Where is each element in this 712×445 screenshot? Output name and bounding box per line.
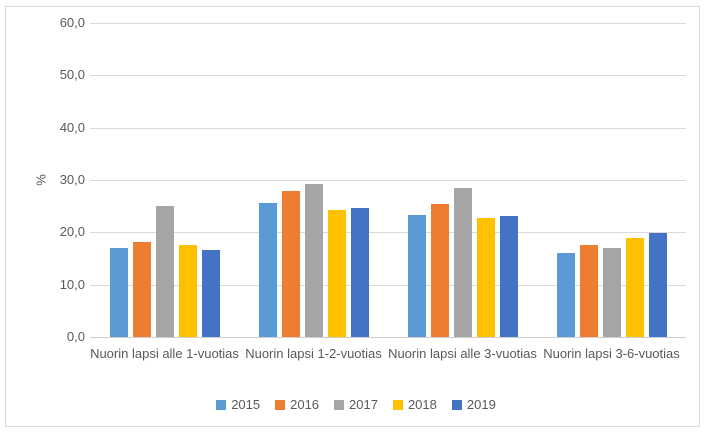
bar-group-2 [239,23,388,337]
gridline-50 [90,75,686,77]
bar-2016 [430,203,449,337]
bar-group-1 [90,23,239,337]
legend-swatch-icon [216,399,227,410]
bar-2019 [201,249,220,337]
y-tick-label: 10,0 [59,276,85,292]
bar-2015 [556,253,575,337]
y-tick-label: 0,0 [66,329,85,344]
legend-label: 2015 [231,397,261,412]
legend-item-2018: 2018 [392,397,437,412]
bar-2017 [453,188,472,337]
bar-2015 [258,203,277,337]
x-axis-label: Nuorin lapsi 1-2-vuotias [245,346,382,361]
gridline-30 [90,180,686,181]
legend: 2015 2016 2017 2018 2019 [0,397,712,412]
legend-item-2016: 2016 [275,397,319,412]
y-tick-label: 50,0 [59,67,85,83]
gridline-40 [90,127,686,129]
y-tick-label: 20,0 [59,224,85,240]
legend-item-2017: 2017 [334,397,378,412]
bar-2015 [407,214,426,337]
x-axis-label: Nuorin lapsi alle 1-vuotias [90,346,239,361]
legend-label: 2018 [407,397,437,412]
bar-2017 [155,205,174,337]
bar-2018 [625,237,644,337]
bar-group-3 [388,23,537,337]
gridline-20 [90,232,686,234]
bar-2018 [327,209,346,337]
gridline-60 [90,23,686,24]
y-tick-label: 30,0 [59,172,85,187]
y-tick-label: 40,0 [59,119,85,135]
bar-2018 [476,217,495,337]
bar-2019 [499,216,518,337]
legend-label: 2017 [349,397,378,412]
legend-label: 2016 [290,397,320,412]
legend-label: 2019 [466,397,496,412]
legend-item-2015: 2015 [216,397,260,412]
bar-2018 [178,244,197,337]
legend-item-2019: 2019 [451,397,496,412]
bar-2019 [648,232,667,337]
bar-2016 [281,191,300,337]
legend-swatch-icon [275,399,286,410]
bar-2015 [109,247,128,337]
bar-2016 [132,242,151,337]
bar-group-4 [537,23,686,337]
plot-area [90,23,686,337]
legend-swatch-icon [334,399,345,410]
bar-2017 [304,183,323,337]
legend-swatch-icon [392,399,403,410]
x-axis-label: Nuorin lapsi 3-6-vuotias [543,346,680,361]
bar-2017 [602,248,621,337]
bar-2019 [350,207,369,337]
x-axis-label: Nuorin lapsi alle 3-vuotias [388,346,537,361]
gridline-10 [90,284,686,286]
x-axis-line [90,337,686,338]
y-tick-label: 60,0 [59,15,85,30]
legend-swatch-icon [451,399,462,410]
bar-2016 [579,244,598,337]
